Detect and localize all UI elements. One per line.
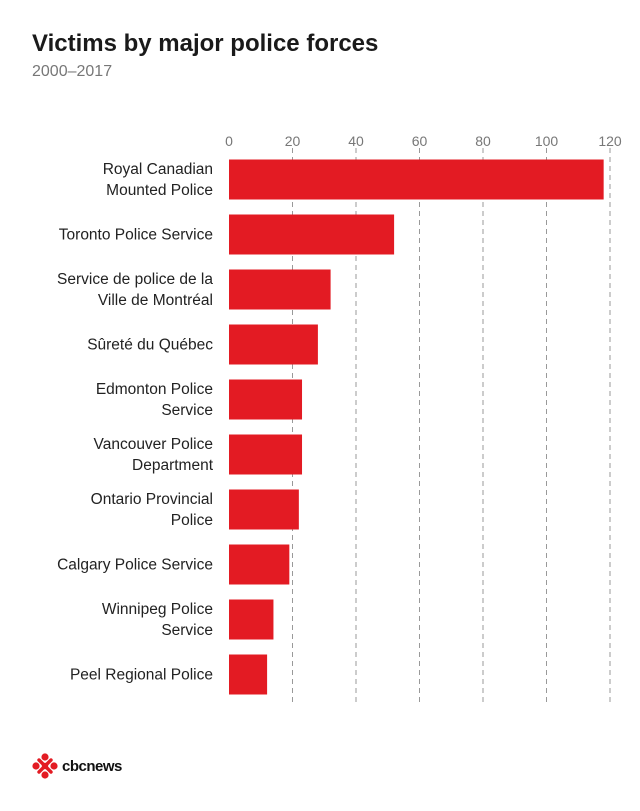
cbc-gem-icon (32, 753, 58, 779)
category-label-line: Service de police de la (57, 271, 213, 288)
bar (229, 324, 318, 365)
category-label-line: Edmonton Police (96, 381, 213, 398)
chart-title: Victims by major police forces (32, 30, 379, 57)
x-tick-label: 60 (412, 133, 428, 149)
category-label: Calgary Police Service (57, 557, 213, 574)
x-tick-label: 100 (535, 133, 559, 149)
bar (229, 544, 290, 585)
bar (229, 269, 331, 310)
x-tick-label: 80 (475, 133, 491, 149)
category-label-line: Department (132, 457, 214, 474)
x-tick-label: 120 (598, 133, 622, 149)
bar-chart: 0 20 40 60 80 100 120 Royal Canadian Mounted Pol… (57, 133, 622, 702)
bar (229, 654, 268, 695)
category-label: Sûreté du Québec (87, 337, 213, 354)
bar (229, 489, 299, 530)
category-label: Winnipeg Police Service (102, 601, 213, 639)
x-tick-label: 40 (348, 133, 364, 149)
category-label: Edmonton Police Service (96, 381, 213, 419)
category-label-line: Vancouver Police (94, 436, 213, 453)
bar (229, 214, 395, 255)
bar (229, 159, 604, 200)
category-label: Vancouver Police Department (94, 436, 214, 474)
category-label: Service de police de la Ville de Montréal (57, 271, 213, 309)
logo-wordmark: cbcnews (62, 757, 122, 775)
category-label: Ontario Provincial Police (91, 491, 213, 529)
category-label: Toronto Police Service (59, 227, 213, 244)
category-label: Royal Canadian Mounted Police (103, 161, 213, 199)
category-label-line: Calgary Police Service (57, 557, 213, 574)
x-tick-label: 20 (285, 133, 301, 149)
category-label-line: Mounted Police (106, 182, 213, 199)
category-label-line: Royal Canadian (103, 161, 213, 178)
cbc-news-logo: cbcnews (32, 753, 122, 779)
category-label-line: Winnipeg Police (102, 601, 213, 618)
category-label-line: Toronto Police Service (59, 227, 213, 244)
bar (229, 599, 274, 640)
bar (229, 379, 303, 420)
category-label-line: Ville de Montréal (98, 292, 213, 309)
bar (229, 434, 303, 475)
category-label-line: Police (171, 512, 213, 529)
category-label: Peel Regional Police (70, 667, 213, 684)
x-tick-label: 0 (225, 133, 233, 149)
category-label-line: Service (161, 402, 213, 419)
category-label-line: Peel Regional Police (70, 667, 213, 684)
category-label-line: Sûreté du Québec (87, 337, 213, 354)
chart-subtitle: 2000–2017 (32, 63, 113, 80)
category-label-line: Service (161, 622, 213, 639)
category-label-line: Ontario Provincial (91, 491, 213, 508)
